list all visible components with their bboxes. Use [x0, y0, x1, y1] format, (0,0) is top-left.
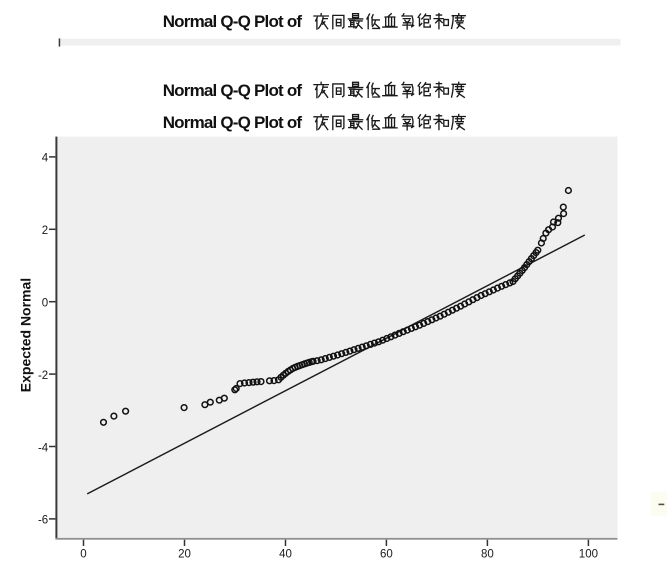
svg-text:0: 0	[42, 298, 48, 310]
svg-text:Expected Normal: Expected Normal	[18, 278, 34, 392]
svg-text:2: 2	[42, 225, 48, 237]
svg-text:100: 100	[579, 548, 598, 560]
svg-text:4: 4	[42, 153, 49, 165]
svg-text:40: 40	[279, 548, 292, 560]
svg-text:80: 80	[481, 548, 494, 560]
svg-text:Normal Q-Q Plot of: Normal Q-Q Plot of	[163, 113, 303, 132]
svg-text:Normal Q-Q Plot of: Normal Q-Q Plot of	[163, 12, 303, 31]
svg-text:-4: -4	[38, 442, 49, 454]
svg-text:-6: -6	[38, 515, 48, 527]
svg-text:60: 60	[380, 548, 393, 560]
svg-text:-2: -2	[38, 370, 48, 382]
svg-text:0: 0	[80, 548, 86, 560]
svg-text:20: 20	[178, 548, 191, 560]
svg-text:Normal Q-Q Plot of: Normal Q-Q Plot of	[163, 81, 303, 100]
